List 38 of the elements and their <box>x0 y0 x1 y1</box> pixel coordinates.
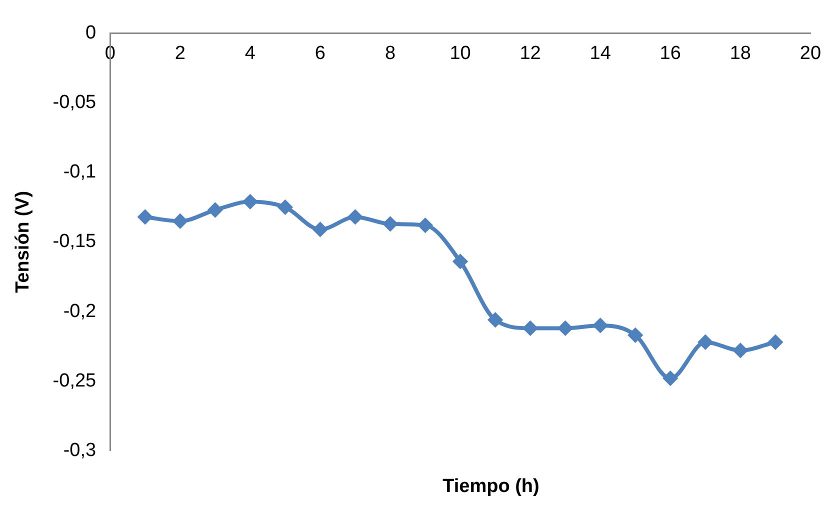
point <box>243 194 258 209</box>
point <box>523 321 538 336</box>
point <box>173 214 188 228</box>
x-axis-title: Tiempo (h) <box>442 476 540 498</box>
x-tick-label: 14 <box>590 43 612 64</box>
y-tick-label: -0,25 <box>52 370 96 392</box>
point <box>383 216 398 231</box>
point <box>593 318 608 332</box>
point <box>768 335 782 350</box>
x-tick-label: 8 <box>384 43 396 64</box>
point <box>208 203 222 218</box>
y-tick-label: -0,1 <box>63 162 96 183</box>
point <box>313 222 328 236</box>
point <box>663 371 678 386</box>
x-tick-label: 12 <box>520 43 541 64</box>
y-tick-label: -0,2 <box>63 300 96 322</box>
point <box>453 254 468 268</box>
point <box>628 328 642 342</box>
x-tick-label: 2 <box>174 43 186 64</box>
y-tick-label: -0,05 <box>52 92 96 114</box>
x-tick-label: 6 <box>314 43 326 64</box>
x-tick-label: 10 <box>450 43 471 64</box>
point <box>278 200 292 214</box>
point <box>488 312 502 327</box>
point <box>698 335 712 350</box>
point <box>348 210 362 224</box>
x-tick-label: 4 <box>244 43 256 64</box>
point <box>138 210 152 224</box>
y-tick-label: -0,3 <box>63 440 96 461</box>
x-tick-label: 16 <box>660 43 681 64</box>
point <box>733 343 748 358</box>
x-tick-label: 20 <box>800 43 822 64</box>
x-tick-label: 18 <box>730 43 751 64</box>
point <box>558 321 572 336</box>
point <box>418 218 432 232</box>
y-tick-label: 0 <box>86 22 96 44</box>
y-tick-label: -0,15 <box>52 231 96 252</box>
y-axis-title: Tensión (V) <box>12 190 34 294</box>
